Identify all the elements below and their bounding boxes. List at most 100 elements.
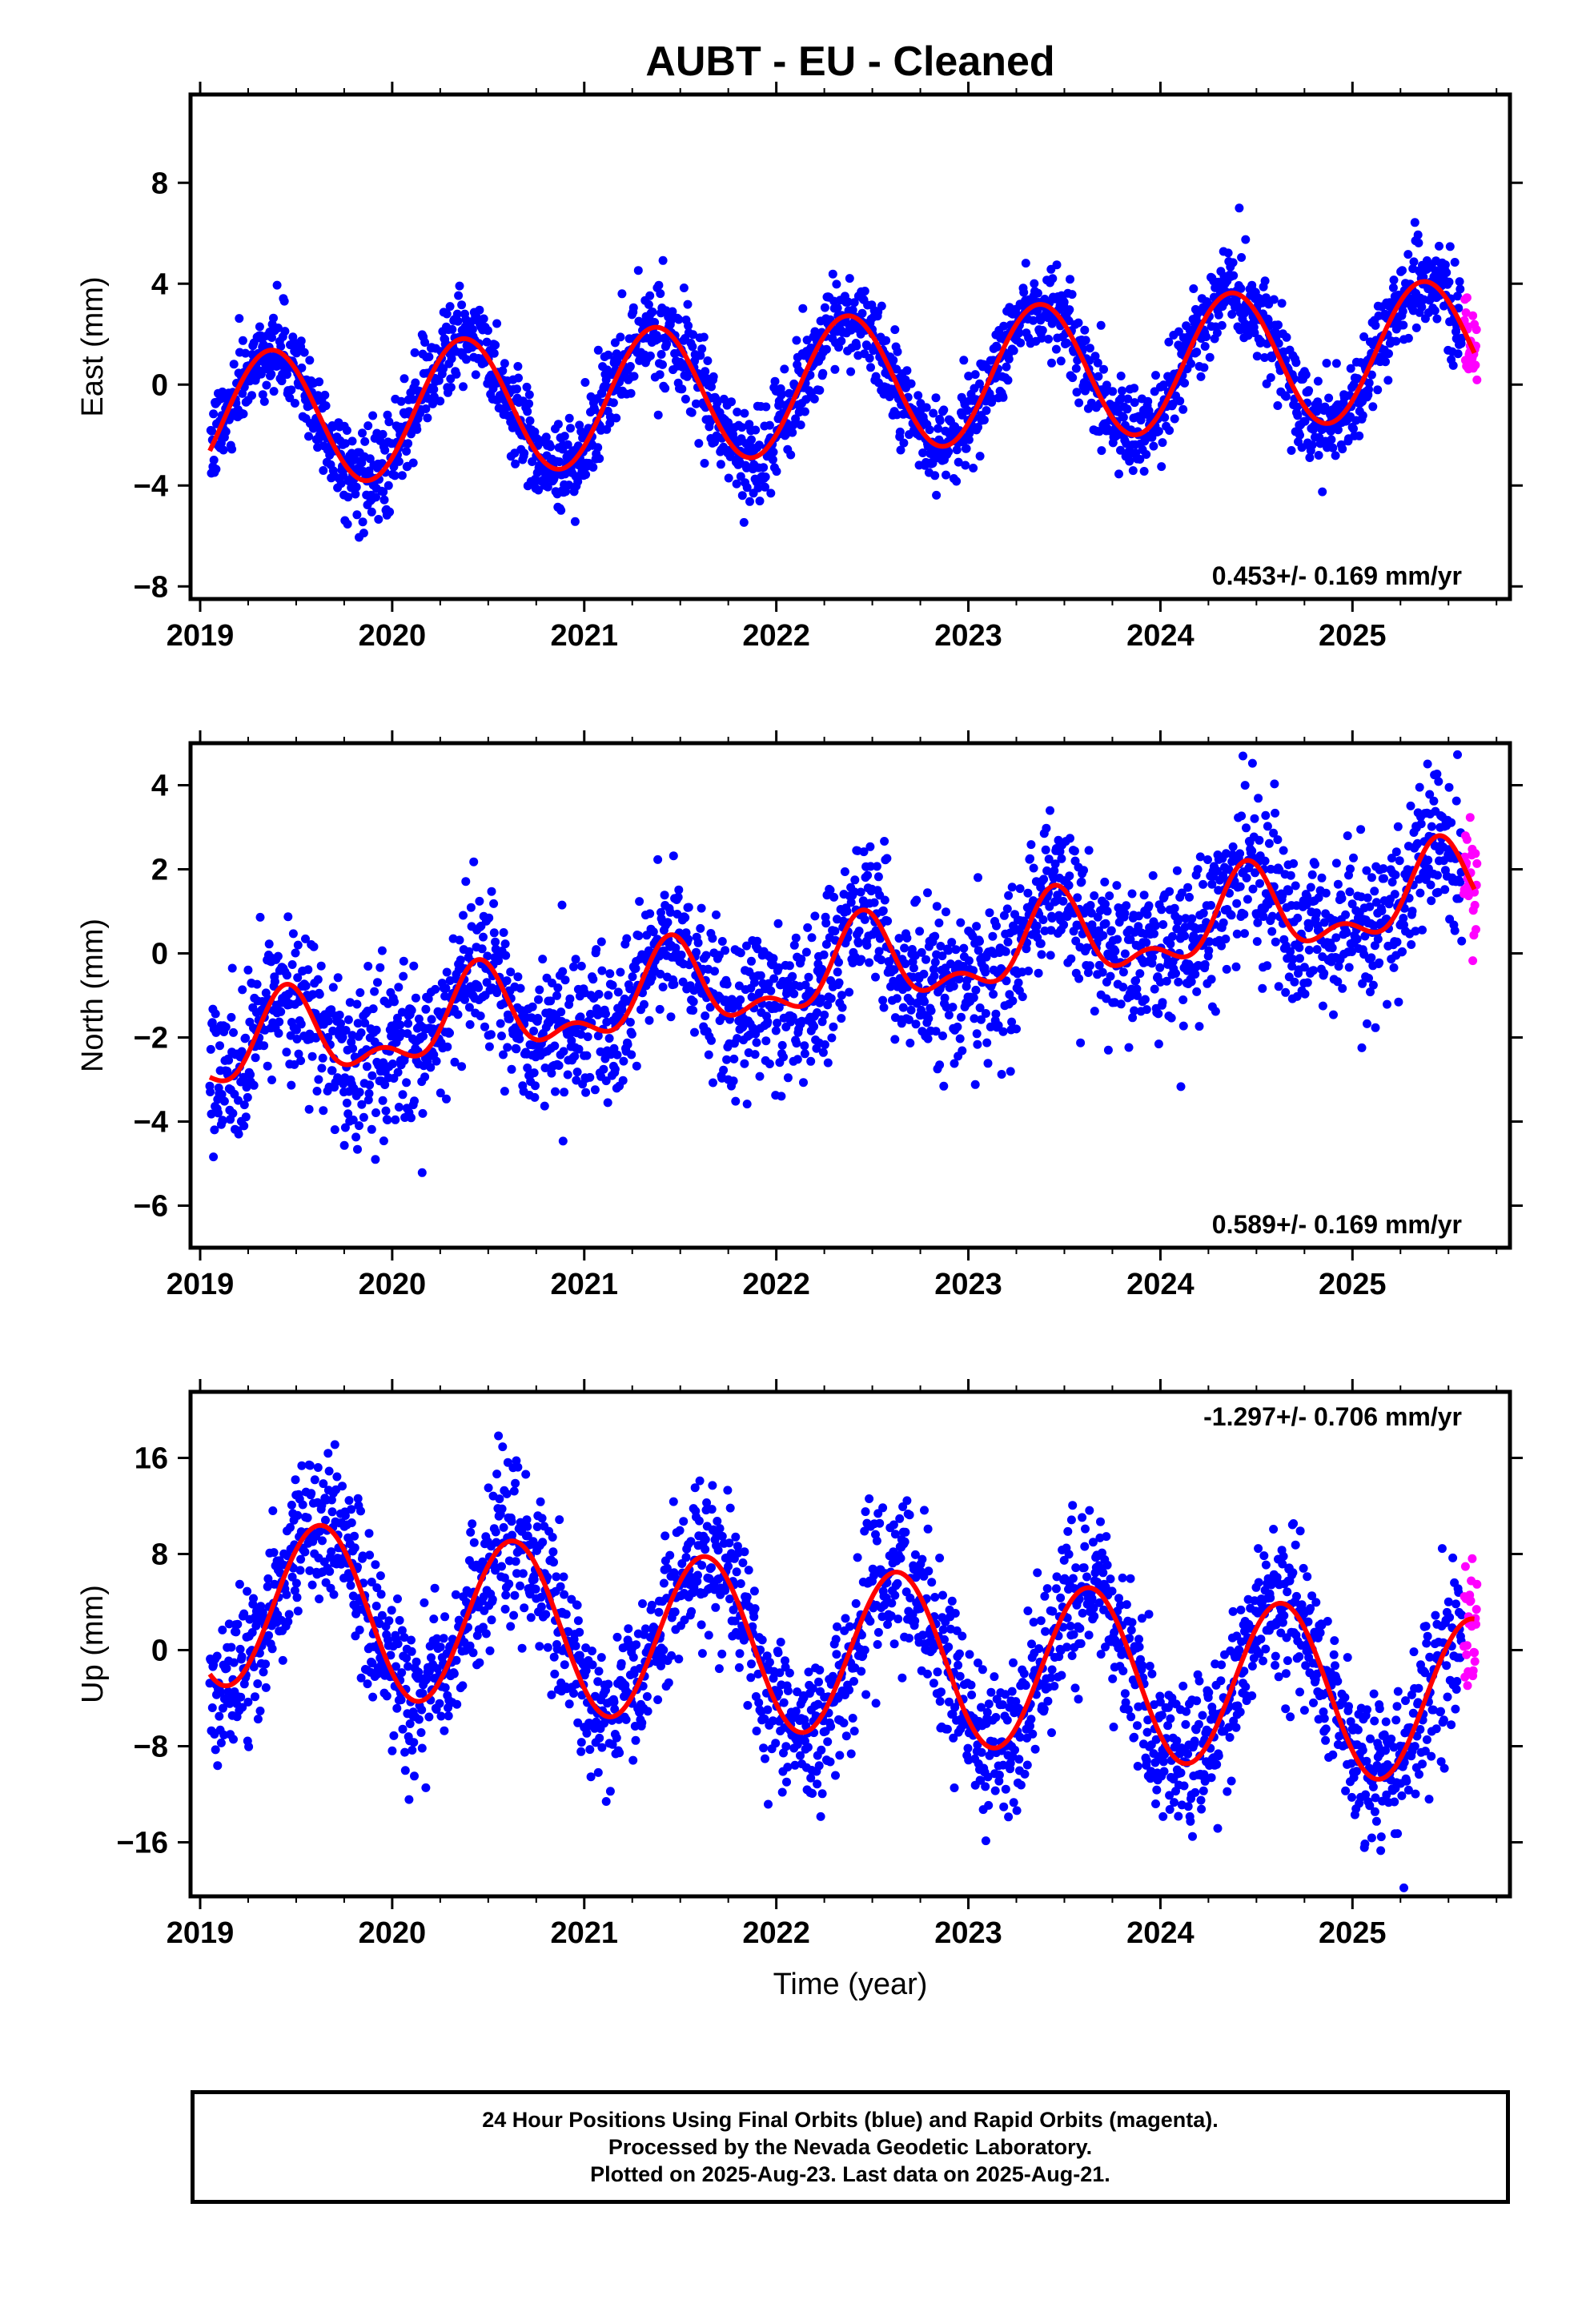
panel-1: 2019 2020 2021 2022 2023 2024 2025−8−4048East … xyxy=(76,82,1523,653)
final-orbit-point xyxy=(1150,984,1159,994)
final-orbit-point xyxy=(293,940,303,950)
final-orbit-point xyxy=(426,1063,436,1072)
final-orbit-point xyxy=(408,458,418,468)
final-orbit-point xyxy=(1235,203,1244,213)
final-orbit-point xyxy=(999,911,1009,920)
final-orbit-point xyxy=(697,344,707,354)
final-orbit-point xyxy=(436,1088,445,1098)
final-orbit-point xyxy=(352,510,362,520)
final-orbit-point xyxy=(1271,808,1280,818)
final-orbit-point xyxy=(1399,320,1408,330)
final-orbit-point xyxy=(304,1104,314,1114)
final-orbit-point xyxy=(383,1116,392,1124)
final-orbit-point xyxy=(1050,859,1060,869)
final-orbit-point xyxy=(846,898,856,907)
final-orbit-point xyxy=(957,1012,966,1022)
final-orbit-point xyxy=(710,967,719,976)
final-orbit-point xyxy=(1252,352,1262,361)
final-orbit-point xyxy=(610,338,620,348)
x-tick-label: 2019 xyxy=(167,1268,235,1301)
final-orbit-point xyxy=(263,1061,272,1071)
final-orbit-point xyxy=(295,1566,305,1575)
final-orbit-point xyxy=(1255,835,1264,845)
final-orbit-point xyxy=(952,476,962,486)
final-orbit-point xyxy=(535,985,544,995)
final-orbit-point xyxy=(497,1031,506,1041)
final-orbit-point xyxy=(689,1006,698,1015)
final-orbit-point xyxy=(502,976,512,986)
final-orbit-point xyxy=(1052,260,1062,270)
final-orbit-point xyxy=(879,1003,889,1012)
final-orbit-point xyxy=(270,977,279,987)
final-orbit-point xyxy=(804,972,813,982)
final-orbit-point xyxy=(820,1040,829,1049)
final-orbit-point xyxy=(1178,995,1188,1004)
final-orbit-point xyxy=(832,279,841,289)
final-orbit-point xyxy=(616,967,625,977)
final-orbit-point xyxy=(854,927,864,936)
final-orbit-point xyxy=(692,947,701,957)
final-orbit-point xyxy=(803,923,813,932)
final-orbit-point xyxy=(379,1136,388,1146)
final-orbit-point xyxy=(1217,941,1227,951)
final-orbit-point xyxy=(1295,430,1304,440)
final-orbit-point xyxy=(1151,921,1160,931)
final-orbit-point xyxy=(1271,937,1280,947)
final-orbit-point xyxy=(573,476,583,486)
final-orbit-point xyxy=(669,851,678,861)
rapid-orbit-point xyxy=(1468,956,1478,966)
final-orbit-point xyxy=(239,409,248,419)
final-orbit-point xyxy=(1314,451,1323,460)
final-orbit-point xyxy=(394,983,404,992)
final-orbit-point xyxy=(687,408,697,417)
final-orbit-point xyxy=(970,370,980,380)
final-orbit-point xyxy=(336,1019,345,1028)
final-orbit-point xyxy=(1267,353,1277,363)
final-orbit-point xyxy=(342,426,351,435)
final-orbit-point xyxy=(439,364,448,373)
final-orbit-point xyxy=(1260,353,1269,362)
final-orbit-point xyxy=(1158,998,1167,1007)
final-orbit-point xyxy=(1248,884,1258,894)
final-orbit-point xyxy=(418,1108,428,1118)
final-orbit-point xyxy=(1231,962,1241,971)
final-orbit-point xyxy=(769,974,779,983)
final-orbit-point xyxy=(216,1738,226,1747)
final-orbit-point xyxy=(799,1078,808,1088)
final-orbit-point xyxy=(975,452,985,461)
final-orbit-point xyxy=(689,330,698,340)
final-orbit-point xyxy=(1222,964,1231,974)
final-orbit-point xyxy=(883,916,893,926)
final-orbit-point xyxy=(255,1707,265,1715)
final-orbit-point xyxy=(1187,914,1197,923)
final-orbit-point xyxy=(1112,881,1122,891)
final-orbit-point xyxy=(971,985,981,995)
final-orbit-point xyxy=(287,1572,297,1582)
final-orbit-point xyxy=(1229,271,1239,280)
final-orbit-point xyxy=(807,933,817,943)
final-orbit-point xyxy=(567,1036,576,1045)
final-orbit-point xyxy=(719,1065,729,1075)
final-orbit-point xyxy=(1363,1019,1371,1028)
final-orbit-point xyxy=(576,1030,586,1039)
final-orbit-point xyxy=(1367,370,1376,380)
final-orbit-point xyxy=(452,369,461,379)
final-orbit-point xyxy=(834,958,843,967)
final-orbit-point xyxy=(942,470,950,480)
final-orbit-point xyxy=(402,447,412,456)
final-orbit-point xyxy=(480,1022,489,1031)
final-orbit-point xyxy=(1154,427,1163,436)
final-orbit-point xyxy=(901,959,910,968)
final-orbit-point xyxy=(1037,950,1046,959)
final-orbit-point xyxy=(486,1030,496,1039)
final-orbit-point xyxy=(400,374,409,384)
final-orbit-point xyxy=(1139,467,1149,476)
final-orbit-point xyxy=(722,979,732,989)
final-orbit-point xyxy=(412,424,422,434)
final-orbit-point xyxy=(1154,1039,1163,1049)
final-orbit-point xyxy=(574,1044,584,1054)
final-orbit-point xyxy=(343,1109,353,1119)
model-fit-line xyxy=(208,833,1477,1084)
final-orbit-point xyxy=(610,1064,620,1074)
final-orbit-point xyxy=(1373,935,1383,944)
